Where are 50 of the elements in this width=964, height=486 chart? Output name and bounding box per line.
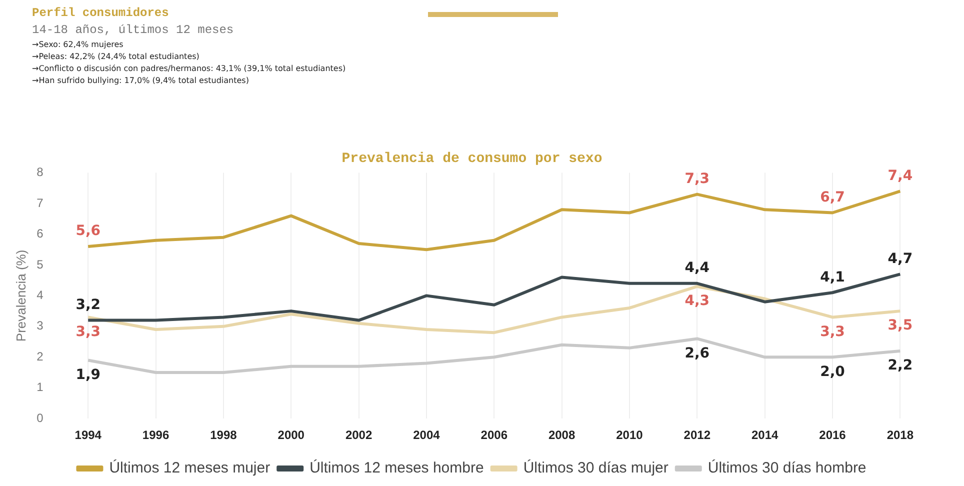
x-tick-label: 2018 [886, 428, 914, 442]
data-label: 7,3 [684, 170, 710, 187]
x-tick-label: 1996 [142, 428, 170, 442]
data-label: 5,6 [76, 223, 101, 240]
data-label: 3,3 [76, 324, 101, 340]
data-label: 2,0 [820, 364, 846, 380]
data-label: 4,3 [684, 293, 710, 310]
y-tick-label: 0 [36, 410, 44, 425]
data-label: 3,2 [76, 296, 101, 313]
data-label: 3,3 [820, 324, 845, 340]
x-tick-label: 1994 [74, 428, 102, 442]
text: Perfil consumidores [32, 6, 170, 20]
y-tick-label: 8 [36, 165, 44, 180]
data-label: 4,1 [820, 269, 845, 286]
x-tick-label: 2008 [548, 428, 576, 442]
y-tick-label: 6 [36, 226, 44, 241]
y-axis-title: Prevalencia (%) [13, 250, 28, 342]
y-tick-label: 3 [36, 318, 44, 333]
x-tick-label: 2002 [345, 428, 372, 442]
data-label: 6,7 [820, 189, 845, 206]
data-label: 7,4 [888, 168, 913, 184]
text: →Peleas: 42,2% (24,4% total estudiantes) [32, 52, 200, 61]
y-tick-label: 5 [36, 257, 44, 272]
y-tick-label: 4 [36, 288, 44, 302]
chart-title: Prevalencia de consumo por sexo [342, 150, 602, 167]
data-label: 4,7 [888, 250, 913, 267]
x-tick-label: 1998 [210, 428, 238, 442]
x-tick-label: 2006 [480, 428, 508, 442]
text: →Conflicto o discusión con padres/hermanos: 43,1% (39,1% total estudiantes) [32, 64, 347, 73]
text: →Sexo: 62,4% mujeres [32, 40, 124, 49]
data-label: 1,9 [76, 366, 101, 383]
y-tick-label: 2 [36, 349, 44, 364]
x-tick-label: 2010 [616, 428, 644, 442]
legend-label: Últimos 30 días hombre [708, 458, 866, 477]
text: →Han sufrido bullying: 17,0% (9,4% total estudiantes) [32, 76, 250, 85]
y-tick-label: 7 [36, 196, 44, 210]
x-tick-label: 2014 [751, 428, 778, 442]
x-tick-label: 2004 [413, 428, 440, 442]
legend-label: Últimos 12 meses hombre [310, 458, 484, 477]
legend-label: Últimos 12 meses mujer [109, 458, 270, 477]
x-tick-label: 2016 [819, 428, 846, 442]
data-label: 2,2 [888, 358, 913, 374]
data-label: 2,6 [684, 345, 710, 362]
y-tick-label: 1 [36, 380, 44, 394]
text: 14-18 años, últimos 12 meses [32, 23, 235, 37]
data-label: 4,4 [684, 260, 710, 276]
x-tick-label: 2000 [278, 428, 305, 442]
x-tick-label: 2012 [684, 428, 711, 442]
data-label: 3,5 [888, 318, 913, 334]
legend-label: Últimos 30 días mujer [523, 458, 668, 477]
